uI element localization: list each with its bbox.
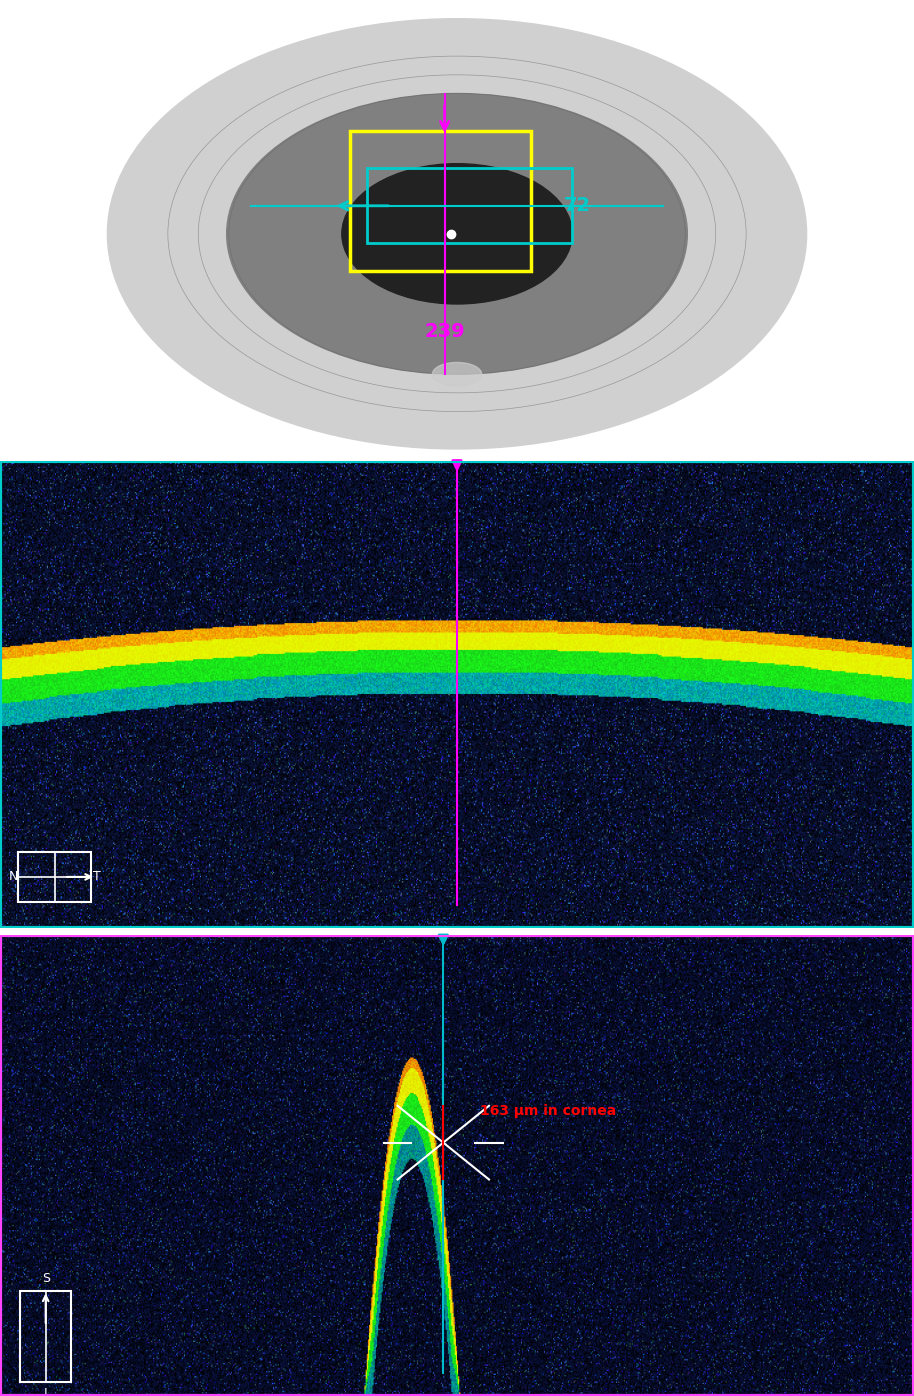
Text: 239: 239 [424, 321, 465, 341]
Ellipse shape [432, 363, 482, 385]
Ellipse shape [342, 163, 572, 304]
Ellipse shape [107, 18, 806, 450]
Bar [367, 169, 572, 243]
Text: 239: 239 [438, 946, 476, 965]
Text: 72: 72 [564, 197, 591, 215]
Ellipse shape [227, 94, 687, 374]
Text: 163 μm in cornea: 163 μm in cornea [480, 1104, 616, 1118]
Bar [350, 131, 531, 271]
